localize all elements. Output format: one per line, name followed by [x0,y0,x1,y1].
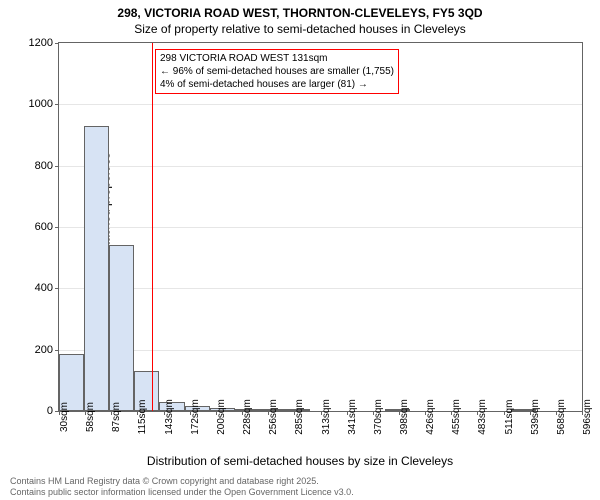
x-tick-label: 200sqm [216,399,227,435]
x-tick-label: 115sqm [137,400,148,435]
x-tick-label: 143sqm [164,399,175,435]
x-axis-label: Distribution of semi-detached houses by … [0,454,600,468]
x-tick-label: 370sqm [373,399,384,435]
chart-container: 298, VICTORIA ROAD WEST, THORNTON-CLEVEL… [0,0,600,500]
footer-attribution: Contains HM Land Registry data © Crown c… [10,476,354,498]
x-tick-label: 172sqm [190,399,201,435]
annotation-line: ← 96% of semi-detached houses are smalle… [160,65,394,78]
annotation-box: 298 VICTORIA ROAD WEST 131sqm ← 96% of s… [155,49,399,94]
y-tick-label: 600 [35,221,53,233]
x-tick-label: 483sqm [477,399,488,435]
x-tick-label: 58sqm [85,402,96,432]
y-tick-mark [55,288,59,289]
footer-line: Contains public sector information licen… [10,487,354,498]
y-tick-mark [55,350,59,351]
annotation-line: 4% of semi-detached houses are larger (8… [160,78,394,91]
grid-line [59,227,582,228]
y-tick-label: 1000 [29,98,53,110]
x-tick-label: 256sqm [268,399,279,435]
annotation-line: 298 VICTORIA ROAD WEST 131sqm [160,52,394,65]
x-tick-label: 539sqm [530,399,541,435]
x-tick-label: 30sqm [59,402,70,432]
x-tick-label: 596sqm [582,399,593,435]
histogram-bar [109,245,134,411]
y-tick-label: 1200 [29,37,53,49]
grid-line [59,288,582,289]
y-tick-mark [55,227,59,228]
y-tick-label: 400 [35,282,53,294]
marker-line [152,43,153,411]
y-tick-label: 800 [35,160,53,172]
x-tick-label: 341sqm [347,399,358,435]
histogram-bar [84,126,109,411]
x-tick-label: 568sqm [556,399,567,435]
x-tick-label: 398sqm [399,399,410,435]
x-tick-label: 511sqm [504,400,515,435]
chart-title-sub: Size of property relative to semi-detach… [0,22,600,36]
grid-line [59,350,582,351]
grid-line [59,104,582,105]
x-tick-label: 87sqm [111,402,122,432]
x-tick-label: 455sqm [451,399,462,435]
chart-title-main: 298, VICTORIA ROAD WEST, THORNTON-CLEVEL… [0,6,600,20]
x-tick-label: 285sqm [294,399,305,435]
y-tick-mark [55,104,59,105]
footer-line: Contains HM Land Registry data © Crown c… [10,476,354,487]
y-tick-label: 200 [35,344,53,356]
y-tick-mark [55,166,59,167]
x-tick-label: 228sqm [242,399,253,435]
y-tick-mark [55,43,59,44]
x-tick-label: 426sqm [425,399,436,435]
grid-line [59,166,582,167]
plot-area: 020040060080010001200 298 VICTORIA ROAD … [58,42,583,412]
y-tick-label: 0 [47,405,53,417]
x-tick-label: 313sqm [321,399,332,435]
